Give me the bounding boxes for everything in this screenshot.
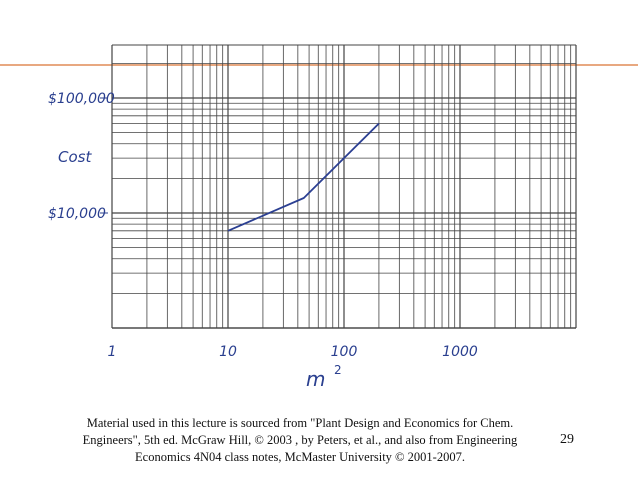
top-divider-line — [0, 64, 638, 66]
x-tick-label: 10 — [219, 344, 237, 360]
page-number: 29 — [560, 432, 574, 447]
cost-series-line — [227, 122, 380, 232]
x-tick-label: 1 — [108, 344, 117, 360]
x-axis-label: m — [306, 367, 325, 391]
x-tick-labels: 1 10 100 1000 — [108, 344, 478, 360]
x-tick-label: 100 — [331, 344, 358, 360]
y-tick-label: $10,000 — [48, 206, 106, 222]
x-axis-label-superscript: 2 — [334, 363, 342, 377]
x-tick-label: 1000 — [442, 344, 478, 360]
data-series — [227, 122, 380, 232]
y-axis-label: Cost — [58, 148, 92, 166]
y-tick-labels: $100,000 $10,000 — [48, 91, 115, 222]
log-grid — [111, 44, 577, 329]
footer-citation: Material used in this lecture is sourced… — [82, 416, 518, 464]
y-tick-label: $100,000 — [48, 91, 115, 107]
